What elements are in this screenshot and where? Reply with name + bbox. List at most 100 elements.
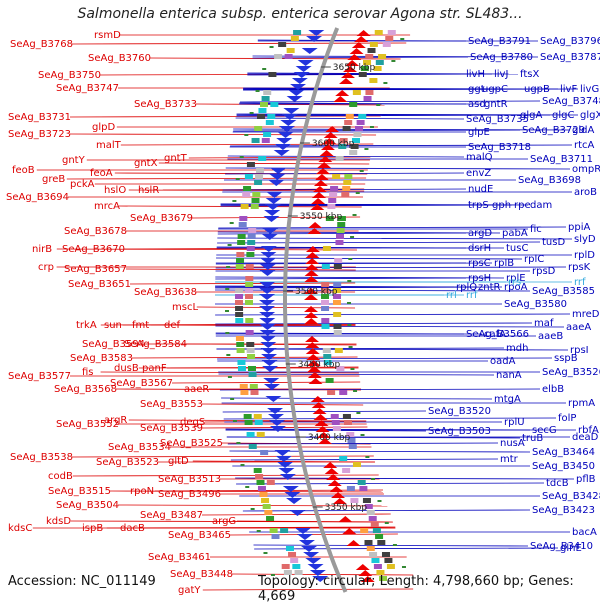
feature-tile bbox=[248, 366, 257, 371]
reverse-gene-mark bbox=[267, 414, 284, 420]
forward-gene-mark bbox=[340, 72, 355, 78]
left-gene-label: feoB bbox=[12, 165, 35, 176]
scale-tick-label: 3650 kbp bbox=[333, 63, 376, 73]
feature-tile bbox=[345, 114, 354, 119]
left-gene-label: rsmD bbox=[94, 30, 121, 41]
left-gene-label: kdsC bbox=[8, 523, 32, 534]
feature-tile bbox=[360, 66, 369, 71]
forward-gene-mark bbox=[354, 36, 369, 42]
forward-gene-mark bbox=[345, 60, 360, 66]
ring-marker bbox=[226, 354, 231, 356]
feature-tile bbox=[292, 564, 301, 569]
left-gene-label: SeAg_B3487 bbox=[140, 510, 203, 521]
feature-tile bbox=[344, 120, 353, 125]
ring-marker bbox=[356, 412, 361, 414]
feature-tile bbox=[255, 474, 264, 479]
feature-tile bbox=[235, 318, 244, 323]
left-gene-label: kdsD bbox=[46, 516, 71, 527]
right-gene-label: rpe bbox=[514, 200, 531, 211]
reverse-gene-mark bbox=[291, 78, 308, 84]
reverse-gene-mark bbox=[274, 450, 291, 456]
feature-tile bbox=[271, 534, 280, 539]
right-gene-label: SeAg_B3580 bbox=[504, 299, 567, 310]
ring-marker bbox=[256, 530, 261, 532]
feature-tile bbox=[330, 186, 339, 191]
forward-gene-mark bbox=[304, 312, 319, 318]
right-label-connector bbox=[242, 509, 531, 512]
feature-tile bbox=[367, 48, 376, 53]
feature-tile bbox=[343, 180, 352, 185]
feature-tile bbox=[381, 552, 390, 557]
feature-tile bbox=[364, 504, 373, 509]
right-gene-label: rpsI bbox=[570, 345, 589, 356]
reverse-gene-mark bbox=[305, 558, 322, 564]
feature-tile bbox=[348, 444, 357, 449]
right-gene-label: SeAg_B3566 bbox=[466, 329, 529, 340]
right-gene-label: rpoA bbox=[504, 282, 528, 293]
right-label-connector bbox=[216, 348, 569, 351]
left-gene-label: SeAg_B3678 bbox=[64, 226, 127, 237]
right-gene-label: dsrH bbox=[468, 243, 491, 254]
forward-gene-mark bbox=[314, 420, 329, 426]
reverse-gene-mark bbox=[295, 66, 312, 72]
feature-tile bbox=[333, 330, 342, 335]
feature-tile bbox=[281, 564, 290, 569]
feature-tile bbox=[336, 234, 345, 239]
left-gene-label: SeAg_B3448 bbox=[170, 569, 233, 580]
right-label-connector bbox=[227, 442, 499, 445]
left-gene-label: SeAg_B3760 bbox=[88, 53, 151, 64]
feature-tile bbox=[266, 516, 275, 521]
left-gene-label: dacB bbox=[120, 523, 145, 534]
feature-tile bbox=[237, 240, 246, 245]
forward-gene-mark bbox=[329, 486, 344, 492]
ring-marker bbox=[401, 566, 406, 568]
feature-tile bbox=[243, 186, 252, 191]
feature-tile bbox=[235, 306, 244, 311]
reverse-gene-mark bbox=[269, 426, 286, 432]
feature-tile bbox=[266, 480, 275, 485]
feature-tile bbox=[251, 138, 260, 143]
forward-gene-mark bbox=[316, 432, 331, 438]
right-gene-label: SeAg_B3735 bbox=[466, 114, 529, 125]
right-gene-label: rplE bbox=[506, 273, 526, 284]
ring-marker bbox=[225, 310, 230, 312]
reverse-gene-mark bbox=[294, 528, 311, 534]
right-gene-label: glnE bbox=[560, 543, 582, 554]
right-gene-label: nusA bbox=[500, 438, 525, 449]
feature-tile bbox=[321, 288, 330, 293]
right-label-connector bbox=[254, 547, 559, 550]
right-gene-label: rplU bbox=[504, 417, 525, 428]
ring-marker bbox=[225, 332, 230, 334]
feature-tile bbox=[333, 312, 342, 317]
reverse-gene-mark bbox=[269, 174, 286, 180]
reverse-gene-mark bbox=[259, 288, 276, 294]
forward-gene-mark bbox=[315, 426, 330, 432]
feature-tile bbox=[249, 384, 258, 389]
right-gene-label: SeAg_B3503 bbox=[428, 426, 491, 437]
feature-tile bbox=[360, 528, 369, 533]
ring-marker bbox=[232, 200, 237, 202]
feature-tile bbox=[258, 156, 267, 161]
backbone-arc bbox=[283, 27, 348, 593]
reverse-gene-mark bbox=[265, 396, 282, 402]
feature-tile bbox=[322, 348, 331, 353]
left-gene-label: SeAg_B3553 bbox=[140, 399, 203, 410]
forward-gene-mark bbox=[307, 228, 322, 234]
ring-marker bbox=[225, 288, 230, 290]
right-gene-label: truB bbox=[522, 433, 543, 444]
left-label-connector bbox=[72, 474, 379, 477]
forward-gene-mark bbox=[358, 570, 373, 576]
left-gene-label: sun bbox=[104, 320, 122, 331]
forward-gene-mark bbox=[305, 342, 320, 348]
right-gene-label: malQ bbox=[466, 152, 493, 163]
right-gene-label: rplB bbox=[494, 258, 514, 269]
feature-tile bbox=[256, 480, 265, 485]
feature-tile bbox=[374, 30, 383, 35]
feature-tile bbox=[349, 102, 358, 107]
left-gene-label: SeAg_B3513 bbox=[158, 474, 221, 485]
ring-marker bbox=[384, 522, 389, 524]
feature-tile bbox=[322, 246, 331, 251]
forward-gene-mark bbox=[331, 492, 346, 498]
scale-tick-label: 3400 kbp bbox=[308, 433, 351, 443]
feature-tile bbox=[369, 42, 378, 47]
